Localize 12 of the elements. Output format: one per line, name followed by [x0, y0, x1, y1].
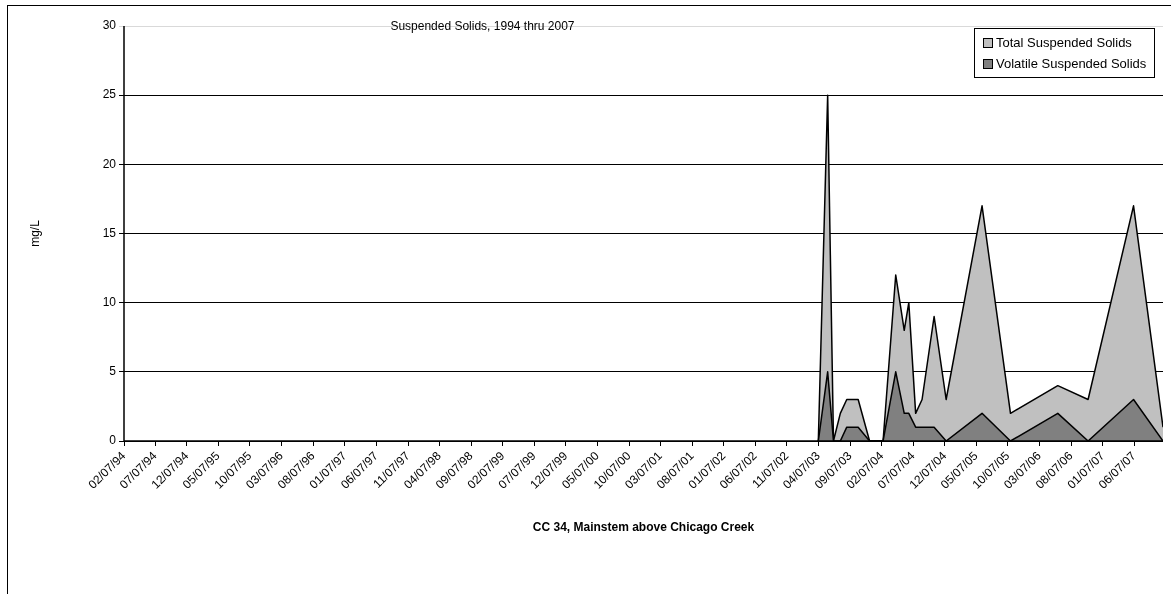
y-tick-label: 5: [109, 364, 117, 379]
x-axis-title: CC 34, Mainstem above Chicago Creek: [532, 520, 755, 535]
y-tick-label: 25: [102, 87, 117, 102]
y-tick-label: 20: [102, 156, 117, 171]
legend-label: Volatile Suspended Solids: [996, 55, 1147, 73]
y-tick-label: 10: [102, 294, 117, 309]
y-tick-label: 15: [102, 225, 117, 240]
y-tick-label: 30: [102, 18, 117, 33]
y-tick-label: 0: [109, 433, 117, 448]
y-axis-title: mg/L: [28, 219, 43, 247]
chart-title: Suspended Solids, 1994 thru 2007: [390, 19, 575, 34]
legend-label: Total Suspended Solids: [996, 34, 1132, 52]
